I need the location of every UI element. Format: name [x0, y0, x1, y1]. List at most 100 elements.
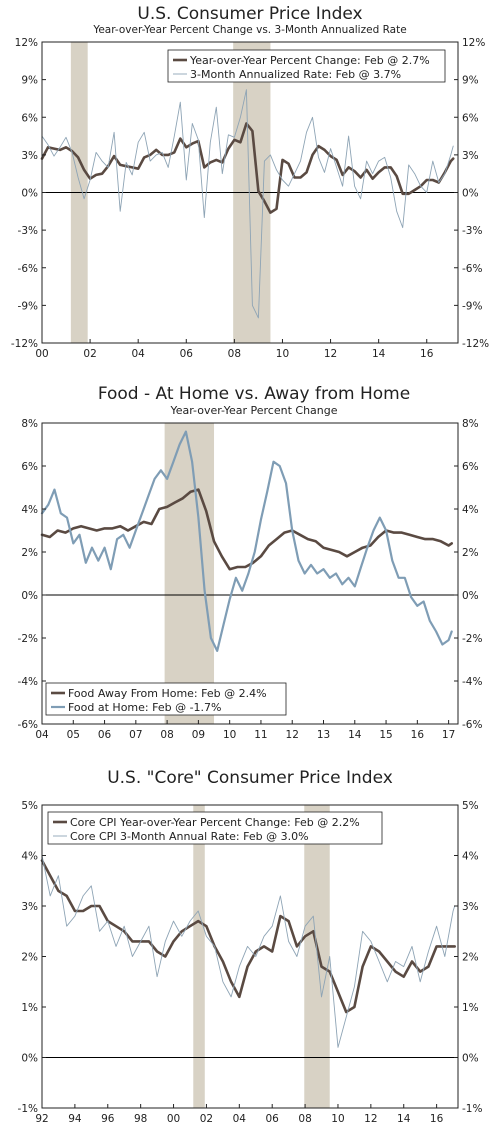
series-line-1 — [41, 855, 456, 1048]
y-tick-label-right: 4% — [462, 851, 479, 863]
y-tick-label-left: 4% — [21, 851, 38, 863]
y-tick-label-right: 6% — [462, 461, 479, 473]
recession-band — [164, 423, 215, 724]
y-tick-label-right: -2% — [462, 633, 482, 645]
plot-area: -12% -12% -9% -9% -6% -6% -3% -3% 0% 0% 3% 3% 6% 6% 9%… — [11, 37, 489, 360]
y-tick-label-right: 4% — [462, 504, 479, 516]
legend-box — [167, 49, 446, 83]
y-tick-label-left: 0% — [21, 590, 38, 602]
x-tick-label: 10 — [223, 729, 236, 741]
y-tick-label-left: 8% — [21, 418, 38, 430]
plot-frame — [41, 422, 459, 725]
y-tick-label-left: -4% — [18, 676, 38, 688]
x-tick-label: 16 — [430, 1113, 444, 1125]
y-tick-label-right: 8% — [462, 418, 479, 430]
chart-title: U.S. "Core" Consumer Price Index — [107, 768, 393, 788]
legend-label: Core CPI Year-over-Year Percent Change: … — [70, 816, 360, 829]
y-tick-label-right: 0% — [462, 188, 479, 200]
x-tick-label: 16 — [411, 729, 425, 741]
series-line-0 — [40, 488, 454, 571]
y-tick-label-left: 5% — [21, 800, 38, 812]
x-tick-label: 13 — [317, 729, 330, 741]
y-tick-label-right: -1% — [462, 1103, 482, 1115]
x-tick-label: 08 — [228, 348, 241, 360]
x-tick-label: 08 — [160, 729, 173, 741]
x-tick-label: 00 — [167, 1113, 180, 1125]
series-line-1 — [41, 89, 454, 319]
y-tick-label-left: 3% — [21, 901, 38, 913]
x-tick-label: 10 — [331, 1113, 344, 1125]
x-tick-label: 04 — [35, 729, 49, 741]
y-tick-label-right: 9% — [462, 75, 479, 87]
x-tick-label: 17 — [442, 729, 455, 741]
y-tick-label-left: -1% — [18, 1103, 38, 1115]
y-tick-label-left: 2% — [21, 547, 38, 559]
legend-label: 3-Month Annualized Rate: Feb @ 3.7% — [190, 68, 401, 81]
legend-label: Core CPI 3-Month Annual Rate: Feb @ 3.0% — [70, 830, 309, 843]
y-tick-label-right: -6% — [462, 263, 482, 275]
y-tick-label-right: -9% — [462, 300, 482, 312]
x-tick-label: 02 — [83, 348, 96, 360]
legend: Year-over-Year Percent Change: Feb @ 2.7… — [167, 49, 446, 83]
chart-title: Food - At Home vs. Away from Home — [98, 384, 410, 404]
legend: Core CPI Year-over-Year Percent Change: … — [47, 811, 383, 845]
x-tick-label: 14 — [397, 1113, 411, 1125]
x-tick-label: 12 — [286, 729, 299, 741]
series-line-0 — [40, 859, 457, 1014]
y-tick-label-left: -6% — [18, 719, 38, 731]
y-tick-label-left: -12% — [11, 338, 38, 350]
y-tick-label-left: 2% — [21, 952, 38, 964]
legend-box — [45, 682, 287, 716]
x-tick-label: 06 — [98, 729, 112, 741]
legend: Food Away From Home: Feb @ 2.4%Food at H… — [45, 682, 287, 716]
x-tick-label: 10 — [276, 348, 289, 360]
chart-subtitle: Year-over-Year Percent Change — [169, 404, 337, 417]
y-tick-label-right: -12% — [462, 338, 489, 350]
x-tick-label: 96 — [101, 1113, 115, 1125]
y-tick-label-left: -2% — [18, 633, 38, 645]
y-tick-label-right: 2% — [462, 547, 479, 559]
recession-band — [193, 805, 205, 1108]
x-tick-label: 06 — [180, 348, 194, 360]
y-tick-label-right: 6% — [462, 112, 479, 124]
series-line-1 — [40, 430, 453, 653]
y-tick-label-left: 6% — [21, 461, 38, 473]
legend-label: Food at Home: Feb @ -1.7% — [68, 701, 222, 714]
chart-title: U.S. Consumer Price Index — [137, 4, 362, 24]
y-tick-label-right: 3% — [462, 901, 479, 913]
legend-label: Food Away From Home: Feb @ 2.4% — [68, 687, 267, 700]
x-tick-label: 08 — [298, 1113, 311, 1125]
x-tick-label: 02 — [200, 1113, 213, 1125]
x-tick-label: 94 — [68, 1113, 82, 1125]
legend-label: Year-over-Year Percent Change: Feb @ 2.7… — [189, 54, 430, 67]
x-tick-label: 05 — [67, 729, 80, 741]
chart-core-cpi: U.S. "Core" Consumer Price Index -1% -1% 0… — [18, 768, 483, 1125]
x-tick-label: 12 — [364, 1113, 377, 1125]
x-tick-label: 92 — [35, 1113, 48, 1125]
y-tick-label-right: -3% — [462, 225, 482, 237]
plot-area: -1% -1% 0% 0% 1% 1% 2% 2% 3% 3% 4% 4% 5% 5% 92 94 96 98 00… — [18, 800, 483, 1125]
x-tick-label: 11 — [254, 729, 267, 741]
x-tick-label: 04 — [233, 1113, 247, 1125]
y-tick-label-left: 4% — [21, 504, 38, 516]
y-tick-label-left: 12% — [15, 37, 38, 49]
x-tick-label: 04 — [131, 348, 145, 360]
x-tick-label: 09 — [192, 729, 205, 741]
y-tick-label-right: 1% — [462, 1002, 479, 1014]
y-tick-label-right: 5% — [462, 800, 479, 812]
y-tick-label-left: 6% — [21, 112, 38, 124]
y-tick-label-left: 3% — [21, 150, 38, 162]
x-tick-label: 06 — [266, 1113, 280, 1125]
chart-cpi: U.S. Consumer Price Index Year-over-Year… — [11, 4, 489, 360]
x-tick-label: 15 — [379, 729, 392, 741]
y-tick-label-left: 0% — [21, 188, 38, 200]
y-tick-label-right: 0% — [462, 1053, 479, 1065]
y-tick-label-right: -6% — [462, 719, 482, 731]
x-tick-label: 14 — [372, 348, 386, 360]
x-tick-label: 00 — [35, 348, 48, 360]
y-tick-label-left: 1% — [21, 1002, 38, 1014]
x-tick-label: 16 — [420, 348, 434, 360]
x-tick-label: 98 — [134, 1113, 147, 1125]
y-tick-label-right: 0% — [462, 590, 479, 602]
